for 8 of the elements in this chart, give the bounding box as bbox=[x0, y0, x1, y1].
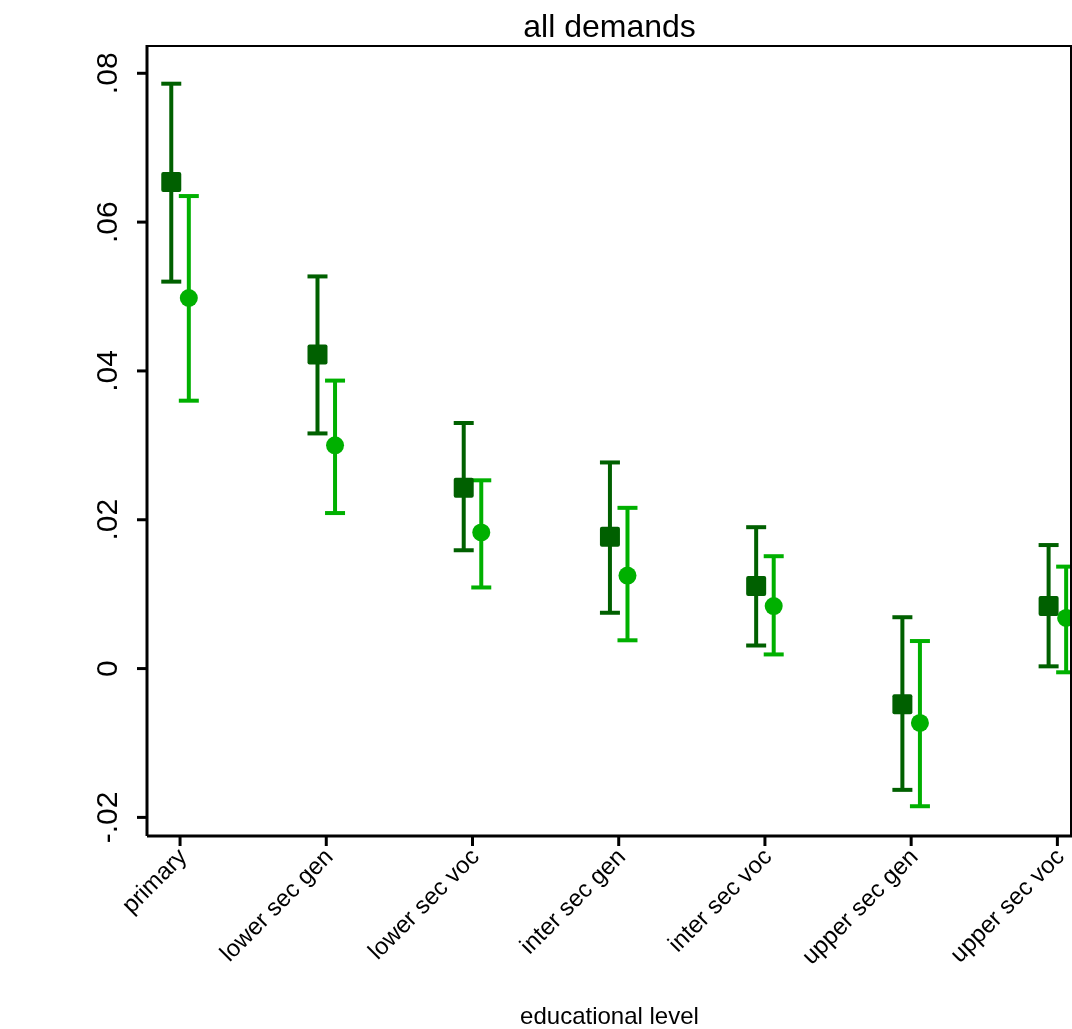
y-tick-label: 0 bbox=[90, 660, 123, 677]
y-tick-label: .08 bbox=[90, 52, 123, 95]
y-tick-label: -.02 bbox=[90, 791, 123, 844]
chart-title: all demands bbox=[522, 8, 697, 45]
y-tick-label: .06 bbox=[90, 201, 123, 243]
y-tick-label: .04 bbox=[90, 350, 123, 392]
x-axis-title: educational level bbox=[520, 1002, 699, 1029]
y-tick-label: .02 bbox=[90, 498, 123, 541]
